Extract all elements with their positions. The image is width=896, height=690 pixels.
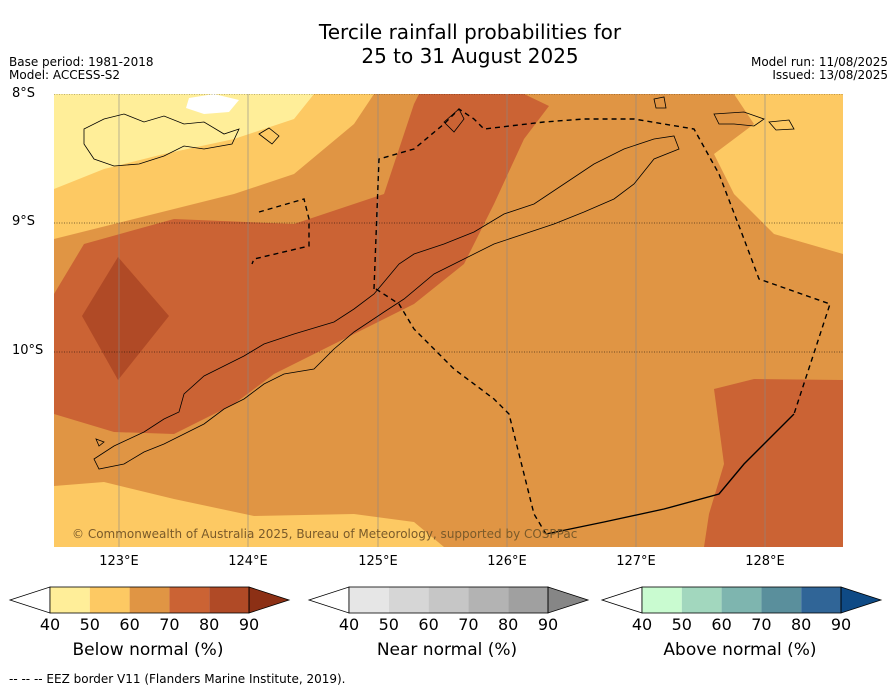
region-50-60-south bbox=[54, 482, 444, 547]
lon-label-124e: 124°E bbox=[228, 554, 268, 569]
meridians bbox=[118, 94, 766, 547]
colorbar-segment bbox=[428, 587, 469, 613]
colorbar-tick-label: 80 bbox=[199, 615, 220, 634]
map-title: Tercile rainfall probabilities for 25 to… bbox=[0, 20, 896, 68]
colorbar-arrow-high bbox=[840, 586, 883, 614]
colorbar-label-near: Near normal (%) bbox=[376, 640, 518, 660]
colorbar-tick-label: 60 bbox=[418, 615, 439, 634]
colorbar-tick-label: 50 bbox=[671, 615, 692, 634]
colorbar-tick-label: 50 bbox=[378, 615, 399, 634]
colorbar-segment bbox=[89, 587, 130, 613]
model-name: Model: ACCESS-S2 bbox=[9, 68, 121, 82]
colorbar-segment bbox=[508, 587, 548, 613]
lon-label-125e: 125°E bbox=[358, 554, 398, 569]
colorbar-segment bbox=[169, 587, 210, 613]
eez-border-solid bbox=[545, 413, 795, 535]
coastlines bbox=[83, 96, 795, 470]
colorbar-tick-label: 50 bbox=[79, 615, 100, 634]
lon-label-127e: 127°E bbox=[616, 554, 656, 569]
colorbar-tick-label: 60 bbox=[711, 615, 732, 634]
colorbar-label-below: Below normal (%) bbox=[72, 640, 224, 660]
colorbar-segment bbox=[349, 587, 389, 613]
colorbar-tick-label: 70 bbox=[159, 615, 180, 634]
eez-legend: -- -- -- EEZ border V11 (Flanders Marine… bbox=[9, 672, 346, 686]
colorbar-frame bbox=[49, 586, 250, 614]
colorbar-segment bbox=[801, 587, 841, 613]
colorbar-tick-label: 40 bbox=[631, 615, 653, 634]
eez-border bbox=[251, 108, 831, 535]
copyright-text: © Commonwealth of Australia 2025, Bureau… bbox=[72, 527, 577, 541]
rainfall-map: © Commonwealth of Australia 2025, Bureau… bbox=[54, 94, 843, 547]
colorbar-segment bbox=[129, 587, 170, 613]
lon-label-123e: 123°E bbox=[99, 554, 139, 569]
title-line-2: 25 to 31 August 2025 bbox=[361, 44, 579, 68]
colorbar-tick-label: 90 bbox=[537, 615, 559, 634]
colorbar-arrow-low bbox=[600, 586, 643, 614]
colorbar-segment bbox=[721, 587, 762, 613]
region-50-60-northeast bbox=[714, 94, 843, 254]
colorbars bbox=[8, 586, 883, 614]
colorbar-segment bbox=[209, 587, 249, 613]
colorbar-segment bbox=[761, 587, 802, 613]
model-run: Model run: 11/08/2025 bbox=[750, 55, 888, 69]
colorbar-arrow-high bbox=[248, 586, 291, 614]
colorbar-label-above: Above normal (%) bbox=[663, 640, 817, 660]
region-80-90 bbox=[82, 257, 169, 380]
meta-right: Model run: 11/08/2025 Issued: 13/08/2025 bbox=[751, 56, 888, 82]
meta-left: Base period: 1981-2018 Model: ACCESS-S2 bbox=[9, 56, 154, 82]
colorbar-segment bbox=[50, 587, 90, 613]
lat-label-9s: 9°S bbox=[12, 214, 36, 229]
colorbar-tick-label: 70 bbox=[458, 615, 479, 634]
lat-label-10s: 10°S bbox=[12, 343, 44, 358]
gridlines bbox=[54, 94, 843, 353]
colorbar-segment bbox=[468, 587, 509, 613]
colorbar-tick-label: 60 bbox=[119, 615, 140, 634]
region-70-80-band bbox=[54, 94, 549, 434]
lat-label-8s: 8°S bbox=[12, 86, 36, 101]
issued-date: Issued: 13/08/2025 bbox=[772, 68, 888, 82]
colorbar-tick-label: 90 bbox=[830, 615, 852, 634]
colorbar-tick-label: 40 bbox=[338, 615, 360, 634]
colorbar-tick-label: 90 bbox=[238, 615, 260, 634]
colorbar-frame bbox=[641, 586, 842, 614]
region-70-80-southeast bbox=[704, 379, 843, 547]
colorbar-segment bbox=[388, 587, 429, 613]
colorbar-tick-label: 70 bbox=[751, 615, 772, 634]
colorbar-tick-label: 80 bbox=[498, 615, 519, 634]
colorbar-segment bbox=[642, 587, 682, 613]
lon-label-128e: 128°E bbox=[745, 554, 785, 569]
base-period: Base period: 1981-2018 bbox=[9, 55, 154, 69]
region-below-40 bbox=[186, 94, 239, 114]
colorbar-tick-label: 40 bbox=[39, 615, 61, 634]
colorbar-arrow-low bbox=[8, 586, 51, 614]
colorbar-tick-label: 80 bbox=[791, 615, 812, 634]
colorbar-frame bbox=[348, 586, 549, 614]
colorbar-above-normal bbox=[600, 586, 883, 614]
lon-label-126e: 126°E bbox=[487, 554, 527, 569]
title-line-1: Tercile rainfall probabilities for bbox=[318, 20, 622, 44]
colorbar-below-normal bbox=[8, 586, 291, 614]
colorbar-near-normal bbox=[307, 586, 590, 614]
colorbar-arrow-low bbox=[307, 586, 350, 614]
colorbar-segment bbox=[681, 587, 722, 613]
colorbar-arrow-high bbox=[547, 586, 590, 614]
